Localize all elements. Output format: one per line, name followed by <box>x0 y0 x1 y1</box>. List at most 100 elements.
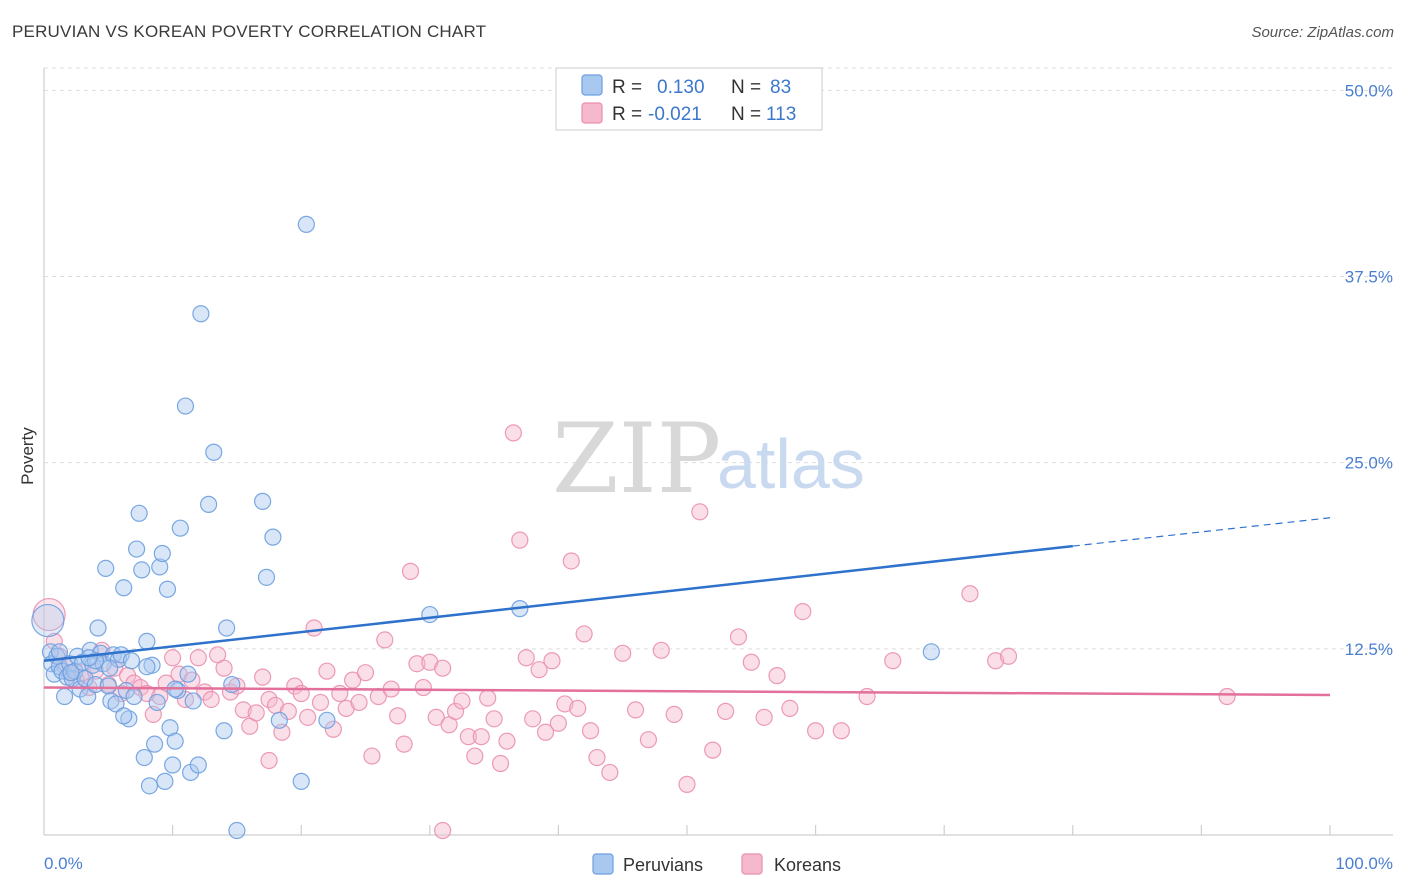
peruvian-point <box>102 692 120 710</box>
korean-point <box>729 628 748 646</box>
korean-point <box>504 424 522 442</box>
peruvian-point <box>292 772 310 790</box>
korean-point <box>434 821 452 840</box>
peruvian-point <box>138 632 156 650</box>
korean-point <box>511 531 529 549</box>
korean-point <box>299 708 317 726</box>
peruvian-point <box>55 687 74 706</box>
peruvian-point <box>100 659 119 677</box>
peruvian-point <box>171 519 189 537</box>
gridlines <box>44 67 1393 650</box>
peruvian-point <box>127 540 146 558</box>
peruvian-point <box>115 579 133 597</box>
korean-point <box>665 705 683 723</box>
korean-point <box>202 690 220 709</box>
peruvian-point <box>922 643 940 661</box>
korean-point <box>459 728 477 746</box>
korean-point <box>446 702 465 720</box>
korean-point <box>311 693 330 712</box>
korean-point <box>318 662 336 680</box>
korean-point <box>639 731 658 749</box>
bottom-legend-peruvians-label: Peruvians <box>623 855 703 875</box>
korean-point <box>485 710 503 728</box>
peruvian-point <box>264 528 282 546</box>
korean-point <box>414 678 432 697</box>
korean-point <box>581 722 600 740</box>
korean-point <box>768 667 786 685</box>
korean-point <box>453 692 471 710</box>
korean-point <box>164 649 182 667</box>
peruvian-point <box>153 544 171 563</box>
korean-point <box>427 708 445 726</box>
peruvian-point <box>192 305 210 323</box>
peruvian-point <box>254 492 272 510</box>
korean-point <box>279 702 297 720</box>
koreans-points <box>32 424 1236 840</box>
korean-point <box>556 695 574 713</box>
y-axis-label: Poverty <box>18 427 37 485</box>
peruvian-point <box>120 710 138 728</box>
korean-point <box>234 701 252 719</box>
korean-point <box>543 652 561 670</box>
x-tick-label-min: 0.0% <box>44 854 83 873</box>
korean-point <box>45 632 63 650</box>
bottom-legend-koreans-swatch <box>741 853 763 875</box>
peruvian-point <box>184 692 202 710</box>
korean-point <box>999 647 1018 665</box>
peruvian-point <box>122 652 141 670</box>
peruvian-point <box>130 504 148 522</box>
x-axis-ticks <box>172 825 1331 835</box>
peruvian-point <box>156 772 174 790</box>
korean-point <box>755 708 773 726</box>
peruvian-point <box>158 580 177 598</box>
korean-point <box>254 668 272 686</box>
korean-point <box>350 693 368 712</box>
peruvian-point <box>179 665 197 683</box>
legend-peruvians-r-label: R = <box>612 77 642 98</box>
korean-point <box>530 661 548 679</box>
korean-point <box>466 747 484 765</box>
legend-peruvians-swatch <box>581 74 603 96</box>
peruvian-point <box>133 561 151 579</box>
peruvian-point <box>215 722 233 740</box>
legend-peruvians-r-value: 0.130 <box>657 77 705 98</box>
bottom-legend: Peruvians Koreans <box>592 853 841 875</box>
peruvian-point <box>107 695 125 713</box>
korean-point <box>472 728 490 746</box>
korean-point <box>961 585 979 603</box>
korean-point <box>517 649 535 667</box>
legend-koreans-swatch <box>581 102 603 124</box>
peruvian-point <box>218 619 236 637</box>
peruvian-point <box>189 756 207 774</box>
peruvian-point <box>151 558 169 576</box>
x-tick-label-max: 100.0% <box>1335 854 1393 873</box>
peruvian-point <box>421 605 439 624</box>
korean-point <box>189 649 207 667</box>
peruvian-point <box>145 735 164 753</box>
korean-point <box>549 714 568 732</box>
peruvian-point <box>138 658 156 676</box>
y-tick-label: 12.5% <box>1345 640 1393 659</box>
korean-point <box>524 710 542 728</box>
peruvian-point <box>89 619 107 637</box>
legend-peruvians-n-label: N = <box>731 77 761 98</box>
source-label: Source: ZipAtlas.com <box>1251 24 1394 41</box>
korean-point <box>652 641 670 659</box>
peruvian-point <box>164 756 182 774</box>
korean-point <box>794 603 812 621</box>
korean-point <box>704 741 722 759</box>
korean-point <box>884 652 902 670</box>
korean-point <box>626 701 645 719</box>
legend-koreans-n-value: 113 <box>766 104 796 125</box>
koreans-trend-line <box>43 686 1331 697</box>
korean-point <box>987 652 1005 670</box>
peruvian-point <box>31 603 65 638</box>
korean-point <box>395 735 413 753</box>
korean-point <box>536 723 555 741</box>
peruvian-point <box>99 677 117 695</box>
peruvian-point <box>200 495 218 513</box>
peruvians-trend-line <box>43 544 1073 662</box>
peruvian-point <box>205 443 223 461</box>
korean-point <box>260 690 278 709</box>
